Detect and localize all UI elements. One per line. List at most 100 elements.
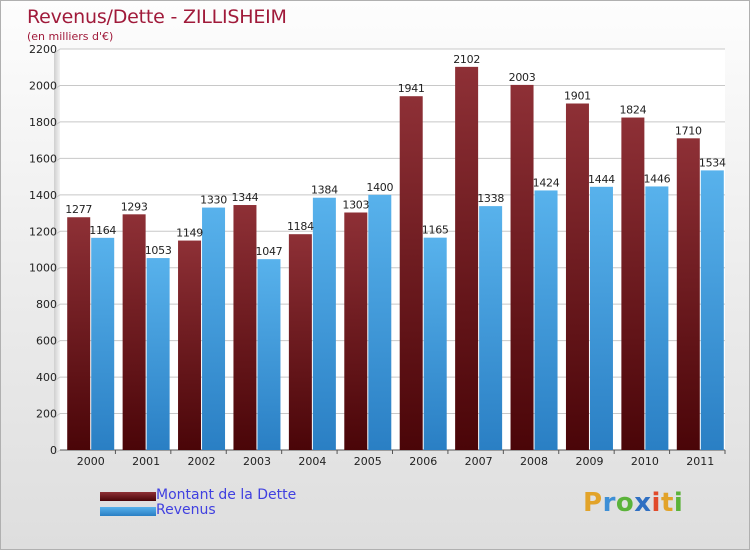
bar-revenus	[368, 194, 392, 450]
data-label-revenus: 1534	[699, 156, 726, 169]
x-tick-label: 2003	[243, 455, 271, 468]
bars-layer	[67, 66, 724, 451]
y-tick-label: 400	[36, 371, 57, 384]
x-tick-label: 2011	[686, 455, 714, 468]
x-tick-label: 2002	[188, 455, 216, 468]
y-tick-label: 600	[36, 335, 57, 348]
x-tick-label: 2007	[465, 455, 493, 468]
bar-dette	[399, 96, 423, 451]
bar-revenus	[91, 237, 115, 450]
data-label-dette: 1149	[176, 227, 203, 240]
logo-letter: i	[673, 488, 684, 518]
data-label-revenus: 1164	[89, 224, 116, 237]
y-tick-label: 2200	[29, 43, 57, 56]
bar-revenus	[534, 190, 558, 450]
bar-revenus	[257, 259, 281, 450]
grid-line-side	[53, 340, 61, 346]
x-tick-label: 2006	[409, 455, 437, 468]
data-label-revenus: 1446	[643, 172, 670, 185]
grid-line-side	[53, 48, 61, 54]
x-tick-label: 2010	[631, 455, 659, 468]
proxiti-logo: Proxiti	[583, 488, 683, 518]
data-label-revenus: 1424	[533, 176, 560, 189]
grid-line-side	[53, 449, 61, 455]
bar-revenus	[589, 186, 613, 450]
data-label-revenus: 1047	[256, 245, 283, 258]
y-tick-label: 1200	[29, 225, 57, 238]
grid-line-side	[53, 85, 61, 90]
data-label-dette: 1710	[675, 124, 702, 137]
y-tick-label: 0	[50, 444, 57, 457]
grid-line-side	[53, 194, 61, 200]
x-tick-label: 2009	[575, 455, 603, 468]
chart-title: Revenus/Dette - ZILLISHEIM	[27, 6, 287, 28]
y-tick-label: 1000	[29, 262, 57, 275]
data-label-revenus: 1165	[422, 224, 449, 237]
bar-dette	[67, 217, 91, 450]
x-tick-label: 2000	[77, 455, 105, 468]
y-tick-label: 800	[36, 298, 57, 311]
bar-dette	[676, 138, 700, 450]
legend-swatch-dette	[100, 492, 156, 501]
grid-line-side	[53, 413, 61, 418]
logo-letter: o	[615, 488, 635, 518]
data-label-dette: 1824	[619, 104, 646, 117]
grid-line-side	[53, 121, 61, 127]
logo-letter: i	[651, 488, 661, 518]
bar-dette	[122, 214, 146, 450]
data-label-dette: 1901	[564, 89, 591, 102]
grid-line-side	[53, 157, 61, 163]
bar-dette	[621, 117, 645, 450]
grid-line-side	[53, 267, 61, 273]
logo-letter: t	[660, 488, 674, 518]
bar-revenus	[146, 258, 170, 450]
chart-subtitle: (en milliers d'€)	[27, 30, 114, 43]
grid-line-side	[53, 376, 61, 382]
data-labels-layer: 1277 1164 1293 1053 1149 1330 1344 1047 1184 1384…	[65, 53, 726, 258]
data-label-dette: 1184	[287, 220, 314, 233]
bar-dette	[455, 66, 479, 450]
grid-line-side	[53, 230, 61, 236]
x-tick-label: 2004	[298, 455, 326, 468]
bar-revenus	[202, 207, 226, 450]
data-label-revenus: 1444	[588, 173, 615, 186]
bar-revenus	[645, 186, 669, 450]
data-label-dette: 1344	[232, 191, 259, 204]
y-tick-label: 2000	[29, 79, 57, 92]
x-tick-label: 2001	[132, 455, 160, 468]
logo-letter: r	[602, 488, 616, 518]
bar-revenus	[423, 237, 447, 450]
bar-dette	[233, 205, 257, 450]
data-label-dette: 1303	[342, 198, 369, 211]
logo-letter: x	[634, 488, 652, 518]
y-tick-label: 1400	[29, 189, 57, 202]
bar-revenus	[700, 170, 724, 451]
data-label-dette: 2102	[453, 53, 480, 66]
x-tick-label: 2008	[520, 455, 548, 468]
data-label-revenus: 1384	[311, 184, 338, 197]
data-label-dette: 1277	[65, 203, 92, 216]
bar-revenus	[312, 197, 336, 450]
bar-revenus	[479, 206, 503, 450]
y-tick-label: 1800	[29, 116, 57, 129]
data-label-revenus: 1330	[200, 194, 227, 207]
plot-background	[60, 49, 725, 450]
data-label-dette: 1941	[398, 82, 425, 95]
data-label-revenus: 1338	[477, 192, 504, 205]
data-label-revenus: 1400	[366, 181, 393, 194]
axis-layer: 0 200 400 600 800 1000 1200 1400 1600 1800 2000 220…	[29, 43, 726, 468]
legend-label-revenus: Revenus	[156, 502, 216, 518]
y-tick-label: 200	[36, 408, 57, 421]
data-label-dette: 2003	[509, 71, 536, 84]
bar-dette	[288, 234, 312, 450]
bar-dette	[344, 212, 368, 450]
bar-dette	[510, 84, 534, 451]
legend-swatch-revenus	[100, 507, 156, 516]
data-label-dette: 1293	[121, 200, 148, 213]
x-tick-label: 2005	[354, 455, 382, 468]
bar-dette	[178, 240, 202, 450]
bar-dette	[565, 103, 589, 450]
legend-label-dette: Montant de la Dette	[156, 487, 297, 503]
plot-side-wall	[54, 49, 60, 454]
